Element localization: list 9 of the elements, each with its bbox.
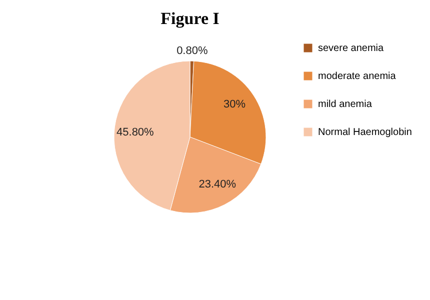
legend-label: severe anemia — [318, 43, 384, 54]
chart-title: Figure I — [160, 9, 220, 28]
legend-label: mild anemia — [318, 99, 372, 110]
data-label: 45.80% — [116, 126, 154, 139]
data-label: 30% — [223, 98, 246, 111]
legend-label: Normal Haemoglobin — [318, 127, 412, 138]
legend-label: moderate anemia — [318, 71, 396, 82]
data-label: 23.40% — [198, 178, 236, 191]
data-label: 0.80% — [176, 45, 208, 58]
